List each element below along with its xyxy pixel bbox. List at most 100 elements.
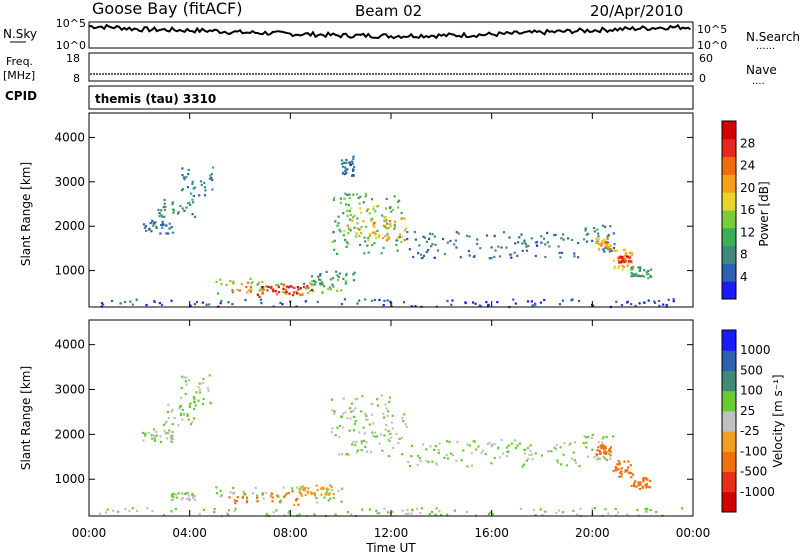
heatmap-cell [627, 262, 630, 265]
heatmap-cell [346, 214, 349, 218]
heatmap-cell [637, 484, 640, 487]
heatmap-cell [197, 386, 200, 389]
heatmap-cell [374, 210, 377, 213]
heatmap-cell [586, 455, 589, 458]
heatmap-cell [571, 238, 574, 241]
heatmap-cell [603, 449, 606, 452]
heatmap-cell [180, 396, 183, 399]
heatmap-cell [332, 285, 335, 288]
heatmap-cell [378, 298, 381, 301]
heatmap-cell [392, 446, 395, 449]
heatmap-cell [513, 251, 516, 254]
heatmap-cell [192, 494, 195, 497]
heatmap-cell [609, 454, 612, 457]
heatmap-cell [210, 173, 213, 176]
heatmap-cell [323, 496, 326, 499]
heatmap-cell [630, 484, 633, 487]
heatmap-cell [481, 449, 484, 452]
heatmap-cell [149, 222, 152, 225]
heatmap-cell [181, 375, 184, 378]
heatmap-cell [603, 241, 606, 244]
heatmap-cell [508, 253, 512, 256]
heatmap-cell [198, 512, 201, 515]
heatmap-cell [401, 417, 404, 420]
heatmap-cell [336, 289, 339, 292]
heatmap-cell [493, 235, 496, 238]
heatmap-cell [618, 261, 621, 264]
heatmap-cell [194, 404, 197, 407]
heatmap-cell [165, 232, 168, 235]
heatmap-cell [185, 206, 188, 209]
heatmap-cell [497, 245, 500, 248]
heatmap-cell [360, 231, 363, 234]
heatmap-cell [645, 486, 648, 489]
heatmap-cell [167, 417, 170, 420]
velocity-data-layer [99, 374, 684, 518]
heatmap-cell [152, 224, 155, 227]
heatmap-cell [376, 404, 379, 407]
heatmap-cell [178, 407, 181, 410]
heatmap-cell [558, 303, 562, 306]
heatmap-cell [403, 413, 406, 416]
heatmap-cell [359, 243, 362, 246]
heatmap-cell [575, 461, 578, 464]
heatmap-cell [227, 509, 230, 512]
heatmap-cell [356, 302, 359, 305]
heatmap-cell [193, 186, 196, 189]
heatmap-cell [474, 302, 477, 305]
heatmap-cell [208, 374, 211, 377]
heatmap-cell [304, 287, 307, 290]
heatmap-cell [321, 487, 324, 490]
heatmap-cell [377, 235, 380, 238]
heatmap-cell [465, 234, 469, 237]
heatmap-cell [348, 197, 351, 200]
heatmap-cell [172, 492, 175, 496]
heatmap-cell [400, 217, 403, 220]
colorbar-segment [722, 281, 736, 300]
heatmap-cell [170, 226, 173, 229]
heatmap-cell [371, 244, 374, 247]
heatmap-cell [468, 235, 471, 238]
heatmap-cell [171, 231, 174, 234]
heatmap-cell [106, 508, 109, 511]
heatmap-cell [616, 256, 619, 259]
heatmap-cell [198, 382, 201, 385]
heatmap-cell [601, 437, 604, 440]
heatmap-cell [193, 417, 196, 420]
heatmap-cell [635, 485, 638, 488]
heatmap-cell [602, 248, 605, 251]
heatmap-cell [387, 235, 390, 239]
heatmap-cell [376, 512, 379, 515]
heatmap-cell [373, 225, 376, 229]
heatmap-cell [534, 302, 537, 305]
heatmap-cell [572, 451, 575, 454]
heatmap-cell [232, 282, 235, 285]
xaxis-label: Time UT [365, 541, 416, 554]
heatmap-cell [307, 487, 310, 490]
heatmap-cell [376, 229, 379, 233]
heatmap-cell [525, 459, 528, 462]
heatmap-cell [170, 434, 174, 437]
heatmap-cell [527, 457, 530, 460]
heatmap-cell [171, 408, 174, 411]
heatmap-cell [434, 513, 437, 516]
heatmap-cell [386, 414, 389, 417]
heatmap-cell [437, 451, 440, 454]
heatmap-cell [631, 253, 634, 256]
heatmap-cell [340, 500, 343, 503]
heatmap-cell [193, 400, 196, 403]
heatmap-cell [653, 300, 656, 303]
heatmap-cell [346, 193, 349, 197]
power-colorbar-tick: 16 [740, 203, 755, 217]
heatmap-cell [557, 509, 561, 512]
heatmap-cell [462, 449, 465, 452]
velocity-yaxis: 1000 2000 3000 4000 [54, 338, 693, 486]
heatmap-cell [539, 508, 542, 511]
heatmap-cell [389, 300, 392, 303]
heatmap-cell [612, 470, 615, 473]
heatmap-cell [202, 508, 205, 512]
heatmap-cell [620, 261, 623, 264]
heatmap-cell [342, 234, 345, 237]
heatmap-cell [505, 446, 508, 449]
heatmap-cell [348, 429, 351, 432]
